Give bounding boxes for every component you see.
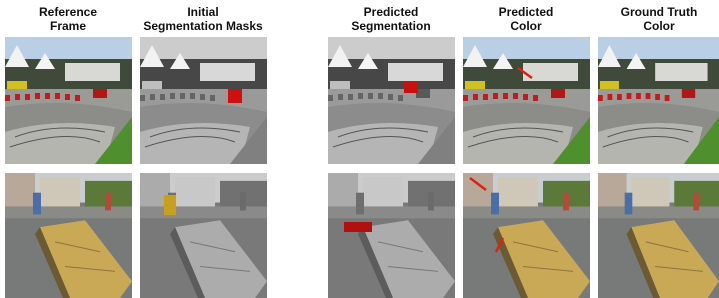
column-title: Initial: [187, 5, 218, 19]
column-title: Frame: [50, 19, 86, 33]
column-title: Predicted: [364, 5, 419, 19]
image: [5, 173, 132, 298]
column-title: Color: [510, 19, 542, 33]
column-title: Color: [643, 19, 675, 33]
column-title: Ground Truth: [621, 5, 698, 19]
column-title: Reference: [39, 5, 97, 19]
image: [328, 37, 455, 164]
figure: Reference Frame Initial Segmentation Mas…: [0, 0, 719, 298]
image: [140, 37, 267, 164]
column-title: Predicted: [499, 5, 554, 19]
mask: [228, 89, 242, 103]
row-ramp: [5, 173, 719, 298]
image: [598, 173, 719, 298]
image: [328, 173, 455, 298]
column-title: Segmentation: [351, 19, 430, 33]
image: [140, 173, 267, 298]
image: [598, 37, 719, 164]
image: [5, 37, 132, 164]
headers: Reference Frame Initial Segmentation Mas…: [39, 5, 697, 33]
row-race: [5, 37, 719, 164]
image: [463, 37, 590, 164]
mask: [344, 222, 372, 232]
image: [463, 173, 590, 298]
column-title: Segmentation Masks: [143, 19, 263, 33]
mask: [404, 81, 418, 93]
mask: [164, 195, 176, 215]
